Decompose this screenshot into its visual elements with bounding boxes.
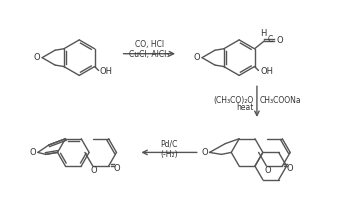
Text: O: O bbox=[34, 53, 41, 62]
Text: O: O bbox=[113, 164, 120, 173]
Text: CuCl, AlCl₃: CuCl, AlCl₃ bbox=[129, 50, 170, 59]
Text: O: O bbox=[194, 53, 201, 62]
Text: (-H₂): (-H₂) bbox=[160, 150, 178, 159]
Text: Pd/C: Pd/C bbox=[160, 139, 178, 148]
Text: H: H bbox=[260, 29, 267, 38]
Text: CH₃COONa: CH₃COONa bbox=[260, 96, 301, 104]
Text: CO, HCl: CO, HCl bbox=[135, 40, 164, 49]
Text: OH: OH bbox=[100, 67, 113, 76]
Text: O: O bbox=[90, 166, 97, 175]
Text: O: O bbox=[264, 166, 271, 175]
Text: C: C bbox=[267, 35, 273, 44]
Text: O: O bbox=[29, 148, 36, 157]
Text: O: O bbox=[276, 36, 283, 45]
Text: (CH₃CO)₂O: (CH₃CO)₂O bbox=[214, 96, 254, 104]
Text: O: O bbox=[201, 148, 208, 157]
Text: OH: OH bbox=[261, 67, 274, 76]
Text: heat: heat bbox=[237, 103, 254, 112]
Text: O: O bbox=[287, 164, 294, 173]
